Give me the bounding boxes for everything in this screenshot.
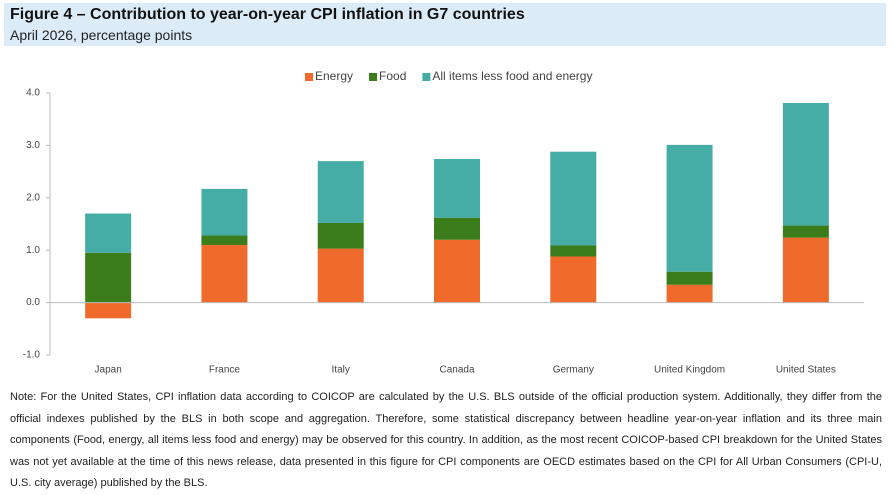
legend-label: All items less food and energy [432, 69, 592, 83]
y-tick-label: -1.0 [23, 350, 41, 361]
bar-segment [317, 161, 364, 223]
bar-segment [85, 302, 132, 319]
chart-title: Figure 4 – Contribution to year-on-year … [10, 6, 525, 23]
bar-segment [666, 144, 713, 272]
legend-label: Food [379, 69, 406, 83]
x-tick-label: United States [776, 365, 836, 376]
header: Figure 4 – Contribution to year-on-year … [4, 3, 886, 46]
x-tick-label: Germany [553, 365, 594, 376]
y-tick-label: 4.0 [26, 88, 40, 99]
bar-segment [85, 252, 132, 303]
bar-segment [317, 222, 364, 249]
bar-segment [317, 248, 364, 303]
x-tick-label: Japan [95, 365, 122, 376]
bar-segment [434, 239, 480, 303]
x-tick-label: Italy [332, 365, 350, 376]
bar-segment [550, 151, 597, 246]
y-tick-label: 3.0 [26, 140, 40, 151]
bar-segment [666, 284, 713, 303]
bar-segment [434, 217, 480, 240]
bar-segment [782, 237, 829, 303]
note: Note: For the United States, CPI inflati… [10, 391, 882, 489]
bar-segment [434, 159, 480, 218]
bar-segment [85, 213, 132, 253]
legend-swatch [422, 73, 431, 81]
y-tick-label: 2.0 [26, 192, 40, 203]
x-tick-label: Canada [439, 365, 474, 376]
bar-segment [550, 256, 597, 303]
bar-segment [201, 235, 248, 245]
legend-label: Energy [315, 69, 353, 83]
bar-segment [201, 244, 248, 303]
y-tick-label: 1.0 [26, 245, 40, 256]
bar-segment [666, 271, 713, 285]
bar-segment [782, 102, 829, 226]
y-tick-label: 0.0 [26, 297, 40, 308]
chart: -1.0 0.0 1.0 2.0 3.0 4.0 Energy Food All items l… [23, 69, 864, 376]
x-tick-label: United Kingdom [654, 365, 725, 376]
legend-swatch [369, 73, 378, 81]
chart-subtitle: April 2026, percentage points [10, 27, 193, 43]
x-tick-label: France [209, 365, 241, 376]
bar-segment [782, 225, 829, 238]
legend-swatch [305, 73, 313, 81]
bar-segment [550, 245, 597, 257]
bar-segment [201, 188, 248, 236]
